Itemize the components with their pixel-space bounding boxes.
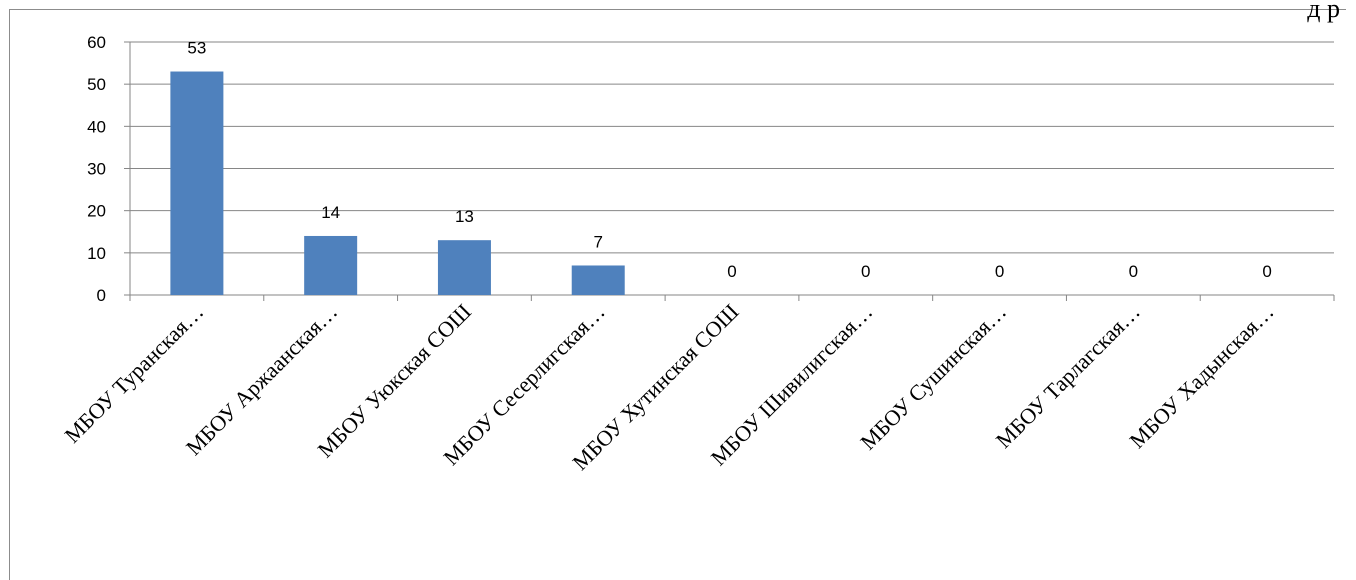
x-category-label: МБОУ Тарлагская… xyxy=(991,299,1145,453)
y-tick-label: 60 xyxy=(87,33,106,52)
y-tick-label: 20 xyxy=(87,202,106,221)
data-label: 13 xyxy=(455,207,474,226)
data-label: 0 xyxy=(1129,262,1138,281)
bar xyxy=(304,235,358,295)
x-category-label: МБОУ Туранская… xyxy=(59,299,208,448)
chart-frame: д р xyxy=(9,0,1346,580)
data-label: 53 xyxy=(187,39,206,58)
data-label: 0 xyxy=(1262,262,1271,281)
x-category-label: МБОУ Аржаанская… xyxy=(181,299,342,460)
x-category-label: МБОУ Сушинская… xyxy=(855,299,1011,455)
data-label: 14 xyxy=(321,203,340,222)
data-label: 7 xyxy=(593,232,602,251)
data-label: 0 xyxy=(727,262,736,281)
y-tick-label: 0 xyxy=(97,286,106,305)
y-tick-label: 30 xyxy=(87,160,106,179)
bar xyxy=(571,265,625,295)
x-category-label: МБОУ Уюкская СОШ xyxy=(312,299,476,463)
y-tick-label: 50 xyxy=(87,75,106,94)
bar xyxy=(437,240,491,295)
y-tick-label: 40 xyxy=(87,117,106,136)
clipped-top-text: д р xyxy=(1307,0,1340,23)
data-label: 0 xyxy=(995,262,1004,281)
y-tick-label: 10 xyxy=(87,244,106,263)
bar xyxy=(170,71,224,296)
x-category-label: МБОУ Хадынская… xyxy=(1124,299,1278,453)
data-label: 0 xyxy=(861,262,870,281)
